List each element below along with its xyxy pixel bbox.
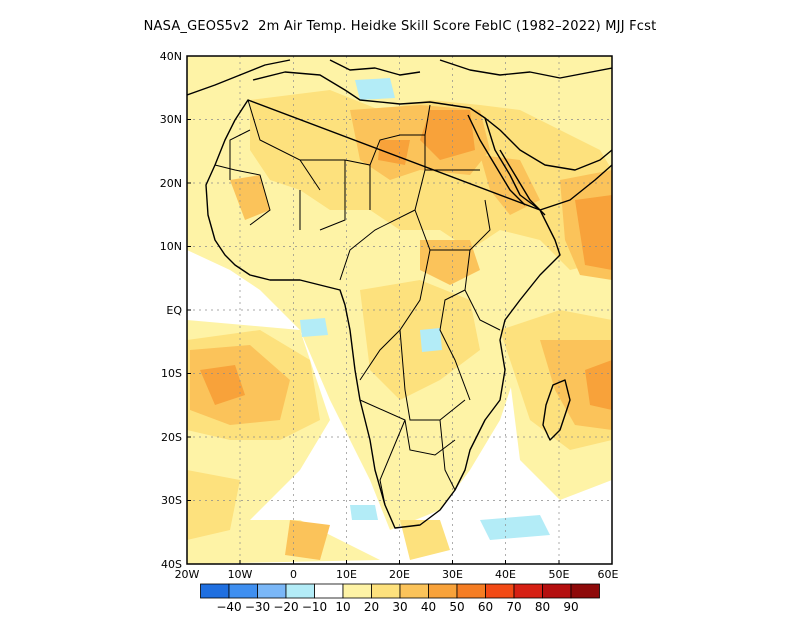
colorbar-label: 20 xyxy=(364,600,379,614)
colorbar-label: −10 xyxy=(302,600,327,614)
colorbar-swatch xyxy=(485,583,515,599)
shading-40-50 xyxy=(200,110,612,410)
colorbar-label: 50 xyxy=(449,600,464,614)
grid-lines xyxy=(187,56,612,564)
lon-label: 40E xyxy=(495,568,516,581)
colorbar-label: 80 xyxy=(535,600,550,614)
lon-label: 20W xyxy=(175,568,200,581)
colorbar xyxy=(200,583,600,599)
lon-label: 10W xyxy=(228,568,253,581)
colorbar-swatch xyxy=(200,583,230,599)
lat-label: EQ xyxy=(166,304,182,317)
map-field xyxy=(187,56,612,564)
lat-label: 30S xyxy=(161,494,182,507)
lon-label: 10E xyxy=(336,568,357,581)
lat-label: 10S xyxy=(161,367,182,380)
lat-labels: 40N 30N 20N 10N EQ 10S 20S 30S 40S xyxy=(160,50,183,571)
colorbar-swatch xyxy=(570,583,600,599)
shading-neg xyxy=(300,78,550,540)
map-title: NASA_GEOS5v2 2m Air Temp. Heidke Skill S… xyxy=(143,19,657,34)
colorbar-label: −20 xyxy=(273,600,298,614)
colorbar-swatch xyxy=(285,583,315,599)
lon-label: 60E xyxy=(598,568,619,581)
colorbar-label: 10 xyxy=(335,600,350,614)
lat-label: 30N xyxy=(160,113,182,126)
colorbar-label: 60 xyxy=(478,600,493,614)
colorbar-swatch xyxy=(342,583,372,599)
colorbar-label: 40 xyxy=(421,600,436,614)
colorbar-swatch xyxy=(314,583,344,599)
colorbar-label: −40 xyxy=(216,600,241,614)
lat-label: 10N xyxy=(160,240,182,253)
lon-label: 20E xyxy=(389,568,410,581)
coastlines xyxy=(187,59,612,529)
country-borders xyxy=(214,99,501,506)
colorbar-label: 90 xyxy=(563,600,578,614)
colorbar-swatch xyxy=(257,583,287,599)
colorbar-swatch xyxy=(513,583,543,599)
colorbar-swatch xyxy=(542,583,572,599)
tick-marks xyxy=(187,55,560,565)
colorbar-label: 70 xyxy=(506,600,521,614)
colorbar-swatch xyxy=(428,583,458,599)
lon-label: 50E xyxy=(549,568,570,581)
colorbar-swatch xyxy=(228,583,258,599)
colorbar-swatch xyxy=(399,583,429,599)
colorbar-label: −30 xyxy=(245,600,270,614)
lon-label: 30E xyxy=(442,568,463,581)
colorbar-label: 30 xyxy=(392,600,407,614)
lon-labels: 20W 10W 0 10E 20E 30E 40E 50E 60E xyxy=(175,568,619,581)
lat-label: 20N xyxy=(160,177,182,190)
colorbar-swatch xyxy=(456,583,486,599)
lon-label: 0 xyxy=(290,568,297,581)
lat-label: 40S xyxy=(161,558,182,571)
lat-label: 20S xyxy=(161,431,182,444)
lat-label: 40N xyxy=(160,50,182,63)
colorbar-labels: −40 −30 −20 −10 10 20 30 40 50 60 70 80 … xyxy=(216,600,578,614)
colorbar-swatch xyxy=(371,583,401,599)
